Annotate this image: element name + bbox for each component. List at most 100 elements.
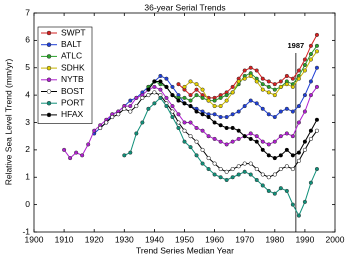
data-point (68, 156, 73, 161)
data-point (278, 153, 283, 158)
data-point (218, 166, 223, 172)
data-point (308, 43, 313, 48)
data-point (176, 120, 181, 125)
data-point (182, 101, 187, 106)
data-point (206, 114, 211, 120)
data-point (242, 169, 247, 174)
data-point (284, 188, 289, 193)
data-point (194, 125, 199, 131)
data-point (266, 112, 271, 117)
data-point (164, 104, 169, 109)
data-point (260, 76, 265, 81)
data-point (314, 43, 319, 48)
data-point (272, 93, 277, 98)
data-point (224, 169, 229, 174)
legend-label: BALT (61, 39, 82, 49)
data-point (284, 131, 289, 136)
data-point (224, 177, 229, 183)
data-point (134, 95, 139, 100)
data-point (254, 134, 259, 139)
data-point (272, 172, 277, 177)
data-point (230, 90, 235, 95)
data-point (230, 166, 235, 172)
data-point (200, 87, 205, 92)
data-point (290, 109, 295, 114)
data-point (260, 183, 265, 188)
data-point (266, 90, 271, 95)
data-point (272, 139, 277, 144)
data-point (236, 128, 241, 133)
data-point (266, 79, 271, 84)
data-point (98, 125, 103, 131)
data-point (104, 120, 109, 125)
data-point (260, 172, 265, 177)
data-point (236, 136, 241, 141)
x-axis-label: Trend Series Median Year (136, 245, 234, 255)
y-tick-label: 4 (25, 89, 30, 99)
data-point (272, 156, 277, 161)
data-point (302, 147, 307, 152)
data-point (236, 79, 241, 84)
data-point (236, 164, 241, 169)
data-point (140, 95, 145, 100)
data-point (290, 153, 295, 158)
legend-label: PORT (61, 97, 84, 107)
data-point (176, 98, 181, 103)
data-point (242, 68, 247, 73)
data-point (302, 93, 307, 98)
y-tick-label: 6 (25, 35, 30, 45)
data-point (194, 82, 199, 87)
x-tick-label: 1920 (85, 234, 104, 244)
data-point (170, 104, 175, 109)
data-point (284, 73, 289, 79)
data-point (266, 175, 271, 180)
data-point (290, 202, 295, 207)
data-point (170, 114, 175, 120)
data-point (302, 199, 307, 204)
data-point (224, 125, 229, 131)
data-point (272, 82, 277, 87)
data-point (308, 93, 313, 98)
data-point (218, 114, 223, 120)
data-point (170, 93, 175, 98)
data-point (248, 161, 253, 166)
data-point (188, 120, 193, 125)
data-point (302, 62, 307, 68)
x-tick-label: 1930 (115, 234, 134, 244)
legend-label: BOST (61, 86, 84, 96)
data-point (206, 134, 211, 139)
data-point (230, 139, 235, 144)
data-point (278, 186, 283, 191)
legend-box (37, 26, 93, 124)
data-point (254, 101, 259, 106)
data-point (314, 65, 319, 70)
data-point (194, 139, 199, 144)
data-point (218, 95, 223, 100)
data-point (236, 172, 241, 177)
data-point (266, 153, 271, 158)
data-point (158, 95, 163, 100)
data-point (254, 68, 259, 73)
data-point (242, 134, 247, 139)
data-point (152, 79, 157, 84)
data-point (134, 131, 139, 136)
data-point (164, 84, 169, 89)
data-point (308, 128, 313, 133)
y-tick-label: 7 (25, 7, 30, 17)
data-point (146, 87, 151, 92)
data-point (266, 188, 271, 193)
data-point (314, 84, 319, 89)
data-point (302, 68, 307, 73)
legend-marker (46, 54, 52, 59)
legend-label: SWPT (61, 27, 86, 37)
data-point (272, 114, 277, 120)
data-point (158, 73, 163, 79)
data-point (248, 172, 253, 177)
data-point (224, 93, 229, 98)
data-point (194, 87, 199, 92)
data-point (206, 98, 211, 103)
data-point (140, 120, 145, 125)
data-point (308, 180, 313, 185)
data-point (296, 158, 301, 163)
data-point (290, 134, 295, 139)
